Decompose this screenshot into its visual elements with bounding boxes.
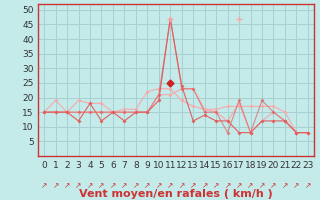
Text: ↗: ↗ [270, 181, 277, 190]
Text: ↗: ↗ [179, 181, 185, 190]
Text: ↗: ↗ [236, 181, 242, 190]
Text: ↗: ↗ [247, 181, 254, 190]
Text: ↗: ↗ [167, 181, 173, 190]
Text: ↗: ↗ [87, 181, 93, 190]
Text: ↗: ↗ [121, 181, 128, 190]
Text: ↗: ↗ [98, 181, 105, 190]
Text: ↗: ↗ [144, 181, 150, 190]
Text: ↗: ↗ [213, 181, 219, 190]
Text: ↗: ↗ [202, 181, 208, 190]
Text: ↗: ↗ [293, 181, 300, 190]
Text: ↗: ↗ [52, 181, 59, 190]
Text: ↗: ↗ [259, 181, 265, 190]
Text: ↗: ↗ [110, 181, 116, 190]
Text: ↗: ↗ [305, 181, 311, 190]
X-axis label: Vent moyen/en rafales ( km/h ): Vent moyen/en rafales ( km/h ) [79, 189, 273, 199]
Text: ↗: ↗ [282, 181, 288, 190]
Text: ↗: ↗ [224, 181, 231, 190]
Text: ↗: ↗ [133, 181, 139, 190]
Text: ↗: ↗ [75, 181, 82, 190]
Text: ↗: ↗ [41, 181, 47, 190]
Text: ↗: ↗ [156, 181, 162, 190]
Text: ↗: ↗ [64, 181, 70, 190]
Text: ↗: ↗ [190, 181, 196, 190]
